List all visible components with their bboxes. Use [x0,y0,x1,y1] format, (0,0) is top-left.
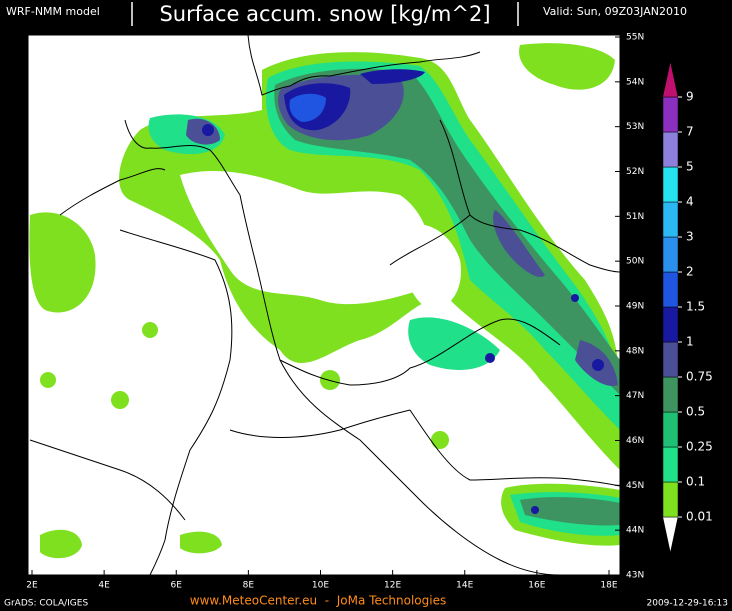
snow-area [360,69,425,84]
snow-field [29,43,620,559]
colorbar-box [662,376,679,413]
map [27,34,621,576]
lat-label: 52N [626,167,644,177]
lon-axis: 2E 4E 6E 8E 10E 12E 14E 16E 18E [26,570,618,591]
colorbar-label: 1 [686,335,694,349]
lon-label: 18E [600,581,617,591]
colorbar-box [662,96,679,133]
snow-area [520,497,620,526]
snow-area [571,294,579,302]
colorbar-box [662,481,679,518]
snow-area [531,506,539,514]
model-label: WRF-NMM model [6,5,100,18]
lat-label: 46N [626,436,644,446]
colorbar-label: 0.1 [686,475,705,489]
snow-area [202,124,214,136]
lat-label: 43N [626,571,644,581]
snow-area [408,317,500,370]
snow-area [493,210,545,278]
lat-label: 45N [626,481,644,491]
snow-area [180,531,222,554]
lat-label: 54N [626,77,644,87]
lon-label: 6E [171,581,183,591]
colorbar-box [662,131,679,168]
borders [29,34,621,576]
lon-label: 8E [243,581,255,591]
colorbar: 0.01 0.1 0.25 0.5 0.75 1 1.5 2 3 4 5 7 9 [662,61,713,553]
colorbar-box [662,271,679,308]
snow-area [519,43,615,90]
snow-area [289,93,326,122]
map-frame [27,34,621,576]
snow-area [29,212,96,313]
colorbar-label: 5 [686,160,694,174]
snow-area [320,370,340,390]
snow-area [431,431,449,449]
colorbar-box [662,306,679,343]
no-snow [400,224,461,310]
colorbar-box [662,166,679,203]
colorbar-box [662,446,679,483]
colorbar-box [662,201,679,238]
valid-time: Valid: Sun, 09Z03JAN2010 [543,5,687,18]
colorbar-label: 0.01 [686,510,713,524]
lon-label: 16E [528,581,545,591]
lat-label: 48N [626,346,644,356]
snow-area [592,359,604,371]
colorbar-label: 3 [686,230,694,244]
footer-center: www.MeteoCenter.eu - JoMa Technologies [190,594,447,608]
lon-label: 14E [456,581,473,591]
snow-area [266,61,620,431]
lat-label: 53N [626,122,644,132]
snow-area [274,68,620,395]
lon-label: 10E [312,581,329,591]
no-snow [180,170,431,305]
colorbar-box [662,341,679,378]
colorbar-label: 0.75 [686,370,713,384]
lat-label: 44N [626,526,644,536]
colorbar-label: 0.25 [686,440,713,454]
lat-label: 50N [626,257,644,267]
snow-area [485,353,495,363]
lat-label: 55N [626,33,644,43]
colorbar-low-triangle [663,516,679,553]
snow-area [111,391,129,409]
lon-label: 4E [98,581,110,591]
title: Surface accum. snow [kg/m^2] [159,2,490,26]
colorbar-label: 9 [686,90,694,104]
lon-label: 2E [26,581,38,591]
colorbar-box [662,411,679,448]
footer-right: 2009-12-29-16:13 [647,599,729,609]
colorbar-high-triangle [663,61,679,98]
lat-label: 51N [626,212,644,222]
colorbar-box [662,236,679,273]
colorbar-label: 2 [686,265,694,279]
lat-label: 47N [626,391,644,401]
colorbar-label: 7 [686,125,694,139]
colorbar-label: 4 [686,195,694,209]
colorbar-label: 0.5 [686,405,705,419]
snow-area [40,372,56,388]
snow-area [40,529,82,559]
snow-area [142,322,158,338]
lat-label: 49N [626,302,644,312]
lon-label: 12E [384,581,401,591]
footer-left: GrADS: COLA/IGES [4,599,88,609]
colorbar-label: 1.5 [686,300,705,314]
lat-axis: 55N 54N 53N 52N 51N 50N 49N 48N 47N 46N 45N 44N 43N [615,33,644,581]
